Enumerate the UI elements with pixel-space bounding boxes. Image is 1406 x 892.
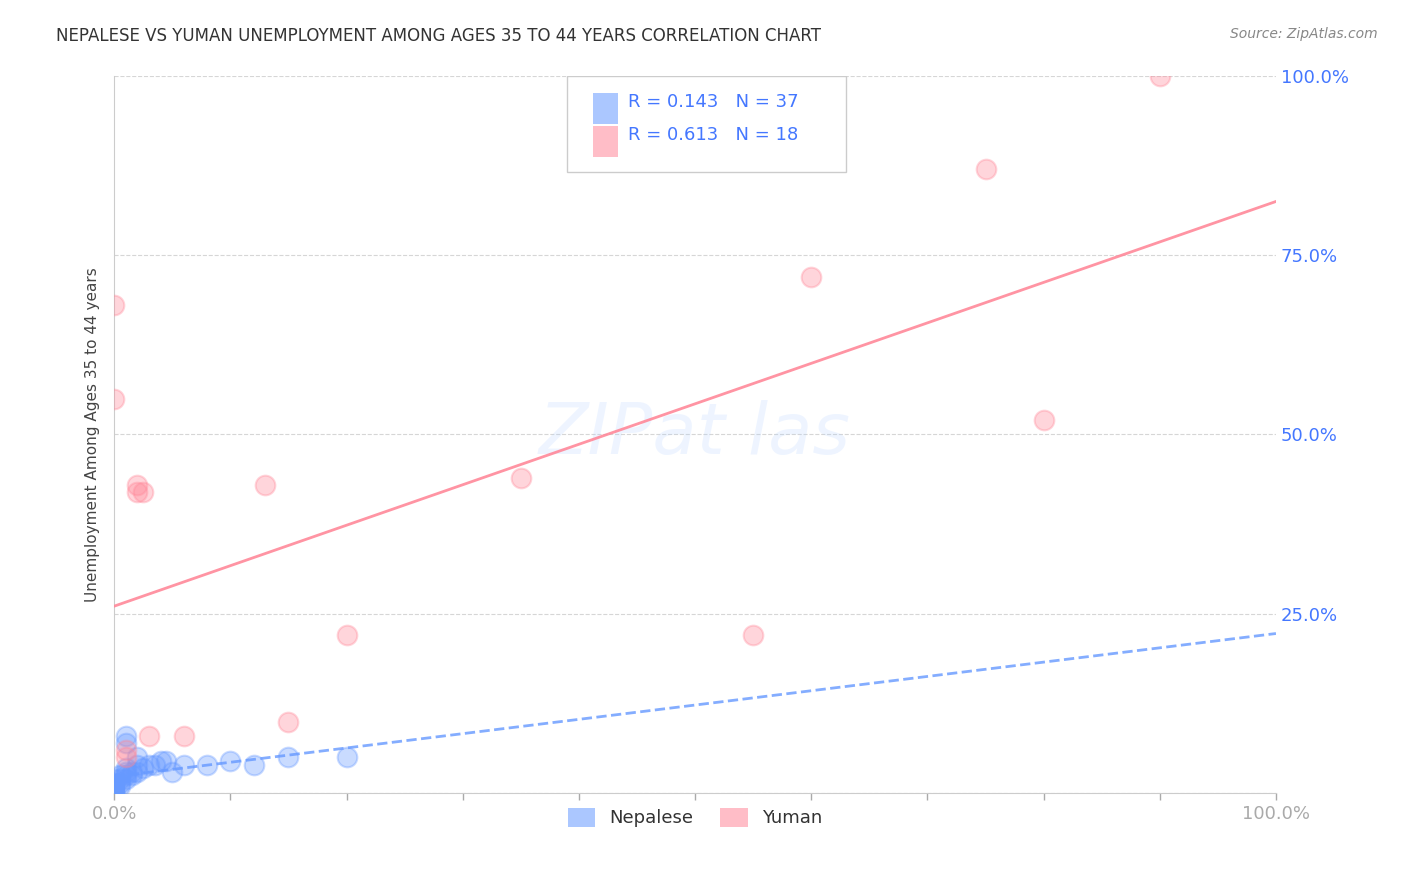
Bar <box>593 127 619 157</box>
Point <box>132 761 155 775</box>
Point <box>800 269 823 284</box>
Point <box>219 754 242 768</box>
Point <box>127 750 149 764</box>
Point <box>121 768 143 782</box>
Point <box>127 757 149 772</box>
Point <box>103 775 125 789</box>
Text: R = 0.143   N = 37: R = 0.143 N = 37 <box>627 94 799 112</box>
Point <box>155 754 177 768</box>
Point <box>242 757 264 772</box>
Point <box>277 750 299 764</box>
Point <box>103 786 125 800</box>
Point <box>335 628 357 642</box>
Point <box>1149 69 1171 83</box>
Bar <box>593 94 619 124</box>
Point <box>103 782 125 797</box>
Point <box>108 768 131 782</box>
Point <box>173 757 195 772</box>
Text: Source: ZipAtlas.com: Source: ZipAtlas.com <box>1230 27 1378 41</box>
Point <box>335 750 357 764</box>
Point <box>195 757 218 772</box>
Point <box>114 764 136 779</box>
Point <box>103 772 125 786</box>
Point <box>138 729 160 743</box>
Legend: Nepalese, Yuman: Nepalese, Yuman <box>561 801 830 835</box>
Point <box>132 484 155 499</box>
Point <box>277 714 299 729</box>
Point <box>127 477 149 491</box>
Point <box>108 772 131 786</box>
Point <box>138 757 160 772</box>
Point <box>254 477 277 491</box>
Point <box>103 786 125 800</box>
Point <box>114 736 136 750</box>
Text: ZIPat las: ZIPat las <box>538 400 851 469</box>
Point <box>149 754 172 768</box>
Point <box>103 779 125 793</box>
Point <box>114 768 136 782</box>
Point <box>114 772 136 786</box>
Point <box>114 743 136 757</box>
Point <box>127 764 149 779</box>
Point <box>509 470 531 484</box>
Y-axis label: Unemployment Among Ages 35 to 44 years: Unemployment Among Ages 35 to 44 years <box>86 267 100 602</box>
Text: R = 0.613   N = 18: R = 0.613 N = 18 <box>627 127 799 145</box>
Point <box>143 757 166 772</box>
Point <box>742 628 765 642</box>
FancyBboxPatch shape <box>567 76 846 172</box>
Point <box>162 764 184 779</box>
Text: NEPALESE VS YUMAN UNEMPLOYMENT AMONG AGES 35 TO 44 YEARS CORRELATION CHART: NEPALESE VS YUMAN UNEMPLOYMENT AMONG AGE… <box>56 27 821 45</box>
Point <box>173 729 195 743</box>
Point <box>103 786 125 800</box>
Point <box>103 392 125 406</box>
Point <box>108 779 131 793</box>
Point <box>114 750 136 764</box>
Point <box>114 729 136 743</box>
Point <box>108 775 131 789</box>
Point <box>121 764 143 779</box>
Point <box>103 298 125 312</box>
Point <box>974 161 997 176</box>
Point <box>103 779 125 793</box>
Point <box>114 761 136 775</box>
Point <box>103 775 125 789</box>
Point <box>103 782 125 797</box>
Point <box>127 484 149 499</box>
Point <box>1032 413 1054 427</box>
